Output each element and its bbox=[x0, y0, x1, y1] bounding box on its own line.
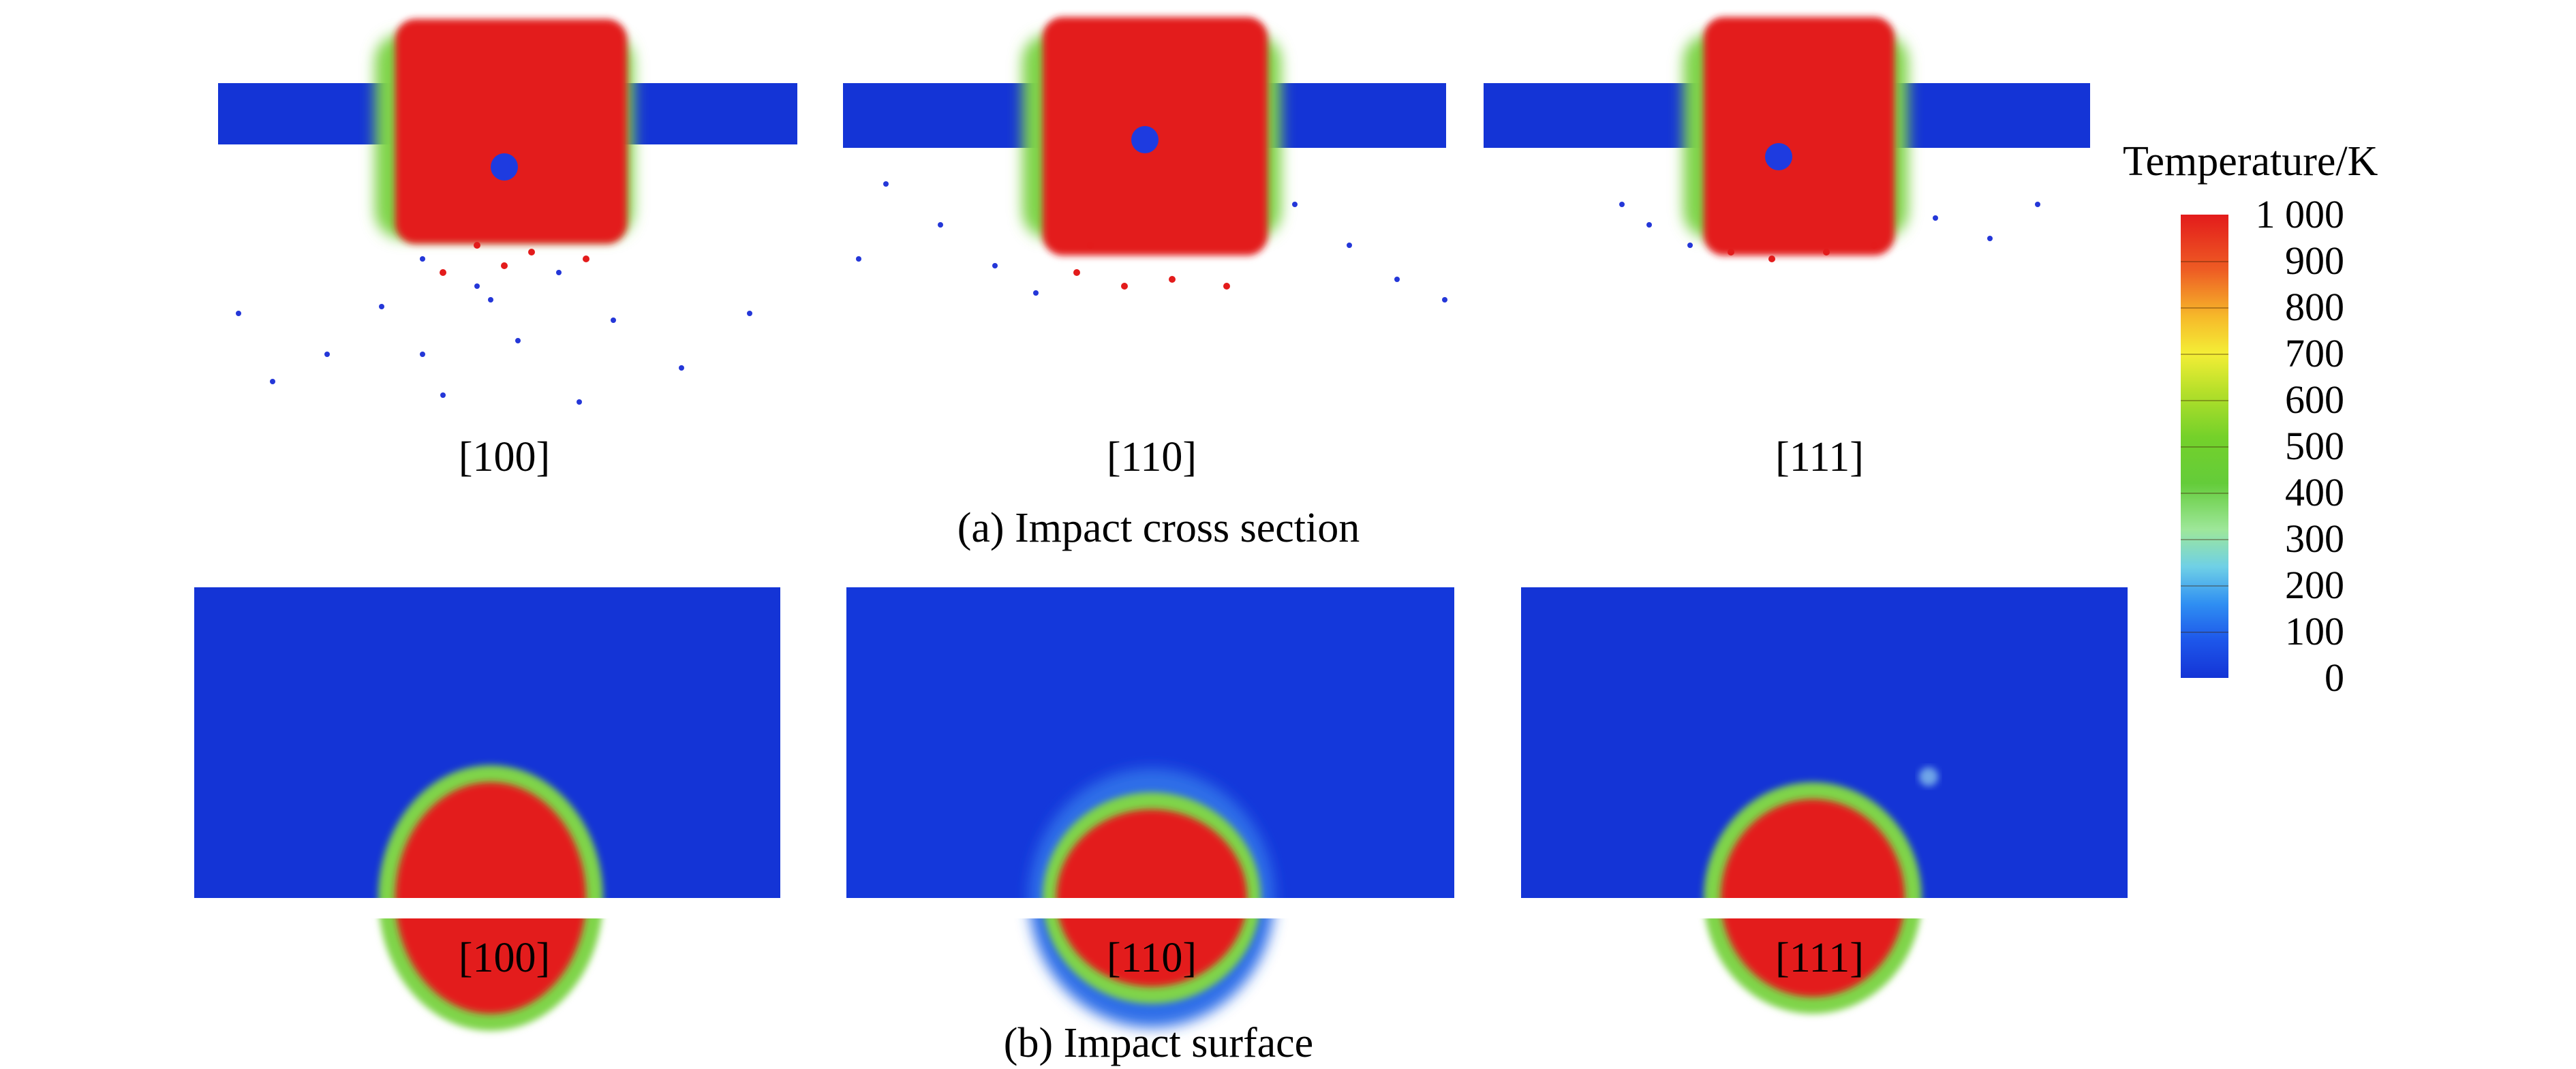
surface-110 bbox=[846, 587, 1454, 1027]
colorbar bbox=[2181, 215, 2228, 678]
surface-111 bbox=[1521, 587, 2128, 1014]
panel-label-b-110: [110] bbox=[1107, 935, 1197, 981]
colorbar-tick: 700 bbox=[2285, 331, 2344, 375]
panel-label-a-111: [111] bbox=[1775, 434, 1864, 480]
colorbar-tick: 100 bbox=[2285, 609, 2344, 653]
colorbar-tick: 200 bbox=[2285, 563, 2344, 607]
panel-label-a-100: [100] bbox=[458, 434, 551, 480]
cross-section-111 bbox=[1484, 17, 2090, 262]
ejecta-particles bbox=[236, 256, 752, 405]
surface-100 bbox=[194, 587, 780, 1031]
colorbar-tick: 0 bbox=[2325, 655, 2344, 700]
cross-section-110 bbox=[843, 17, 1447, 303]
panel-label-b-100: [100] bbox=[458, 935, 551, 981]
colorbar-tick: 900 bbox=[2285, 238, 2344, 283]
panel-label-a-110: [110] bbox=[1107, 434, 1197, 480]
colorbar-tick: 1 000 bbox=[2255, 192, 2345, 236]
hot-ejecta bbox=[440, 242, 589, 276]
caption-a: (a) Impact cross section bbox=[957, 505, 1360, 551]
colorbar-title: Temperature/K bbox=[2123, 138, 2378, 185]
caption-b: (b) Impact surface bbox=[1003, 1020, 1314, 1066]
panel-label-b-111: [111] bbox=[1775, 935, 1864, 981]
colorbar-tick: 600 bbox=[2285, 377, 2344, 422]
colorbar-tick: 300 bbox=[2285, 516, 2344, 561]
colorbar-tick: 400 bbox=[2285, 470, 2344, 514]
colorbar-tick: 800 bbox=[2285, 285, 2344, 329]
cross-section-100 bbox=[218, 19, 797, 405]
colorbar-tick: 500 bbox=[2285, 424, 2344, 468]
